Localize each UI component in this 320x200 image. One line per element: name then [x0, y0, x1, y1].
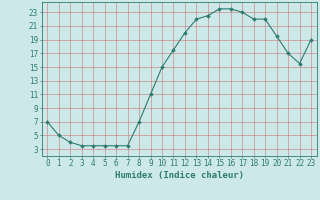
X-axis label: Humidex (Indice chaleur): Humidex (Indice chaleur) — [115, 171, 244, 180]
